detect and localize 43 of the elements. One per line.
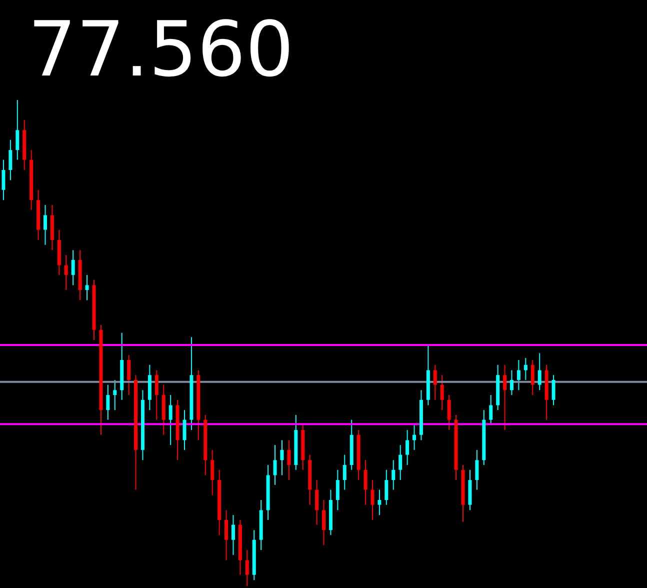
candlestick xyxy=(273,444,277,486)
candlestick xyxy=(154,370,158,420)
candlestick xyxy=(412,424,416,450)
candlestick xyxy=(315,480,319,526)
candlestick xyxy=(280,440,284,476)
candlestick xyxy=(447,394,451,430)
candlestick xyxy=(475,449,479,490)
candlestick xyxy=(398,444,402,481)
chart-title: 77.560 xyxy=(28,4,294,94)
candlestick xyxy=(510,370,514,396)
candlestick xyxy=(8,139,12,181)
candlestick xyxy=(322,499,326,546)
candlestick xyxy=(516,360,520,391)
candlestick xyxy=(287,440,291,481)
candlestick xyxy=(503,364,507,430)
candlestick xyxy=(530,360,534,396)
candlestick xyxy=(168,394,172,446)
candlestick xyxy=(433,364,437,400)
candlestick xyxy=(364,460,368,506)
candlestick xyxy=(489,394,493,426)
candlestick xyxy=(232,514,235,556)
candlestick xyxy=(44,204,47,246)
candlestick xyxy=(113,379,117,411)
candlestick xyxy=(71,250,75,286)
candlestick xyxy=(552,374,556,406)
candlestick xyxy=(392,460,396,490)
candlestick xyxy=(440,374,444,411)
candlestick xyxy=(85,274,89,301)
candlestick xyxy=(2,159,6,201)
candlestick xyxy=(538,352,542,391)
candlestick xyxy=(16,100,20,160)
candlestick xyxy=(64,254,68,291)
candlestick xyxy=(245,550,249,586)
candlestick xyxy=(224,510,228,561)
candlestick xyxy=(106,384,110,420)
candlestick xyxy=(406,429,410,466)
candlestick xyxy=(378,489,382,516)
candlestick xyxy=(336,469,340,511)
candlestick xyxy=(127,354,131,396)
candlestick xyxy=(384,469,388,506)
candlestick xyxy=(210,449,214,496)
candlestick xyxy=(524,358,528,380)
candlestick xyxy=(342,454,346,490)
